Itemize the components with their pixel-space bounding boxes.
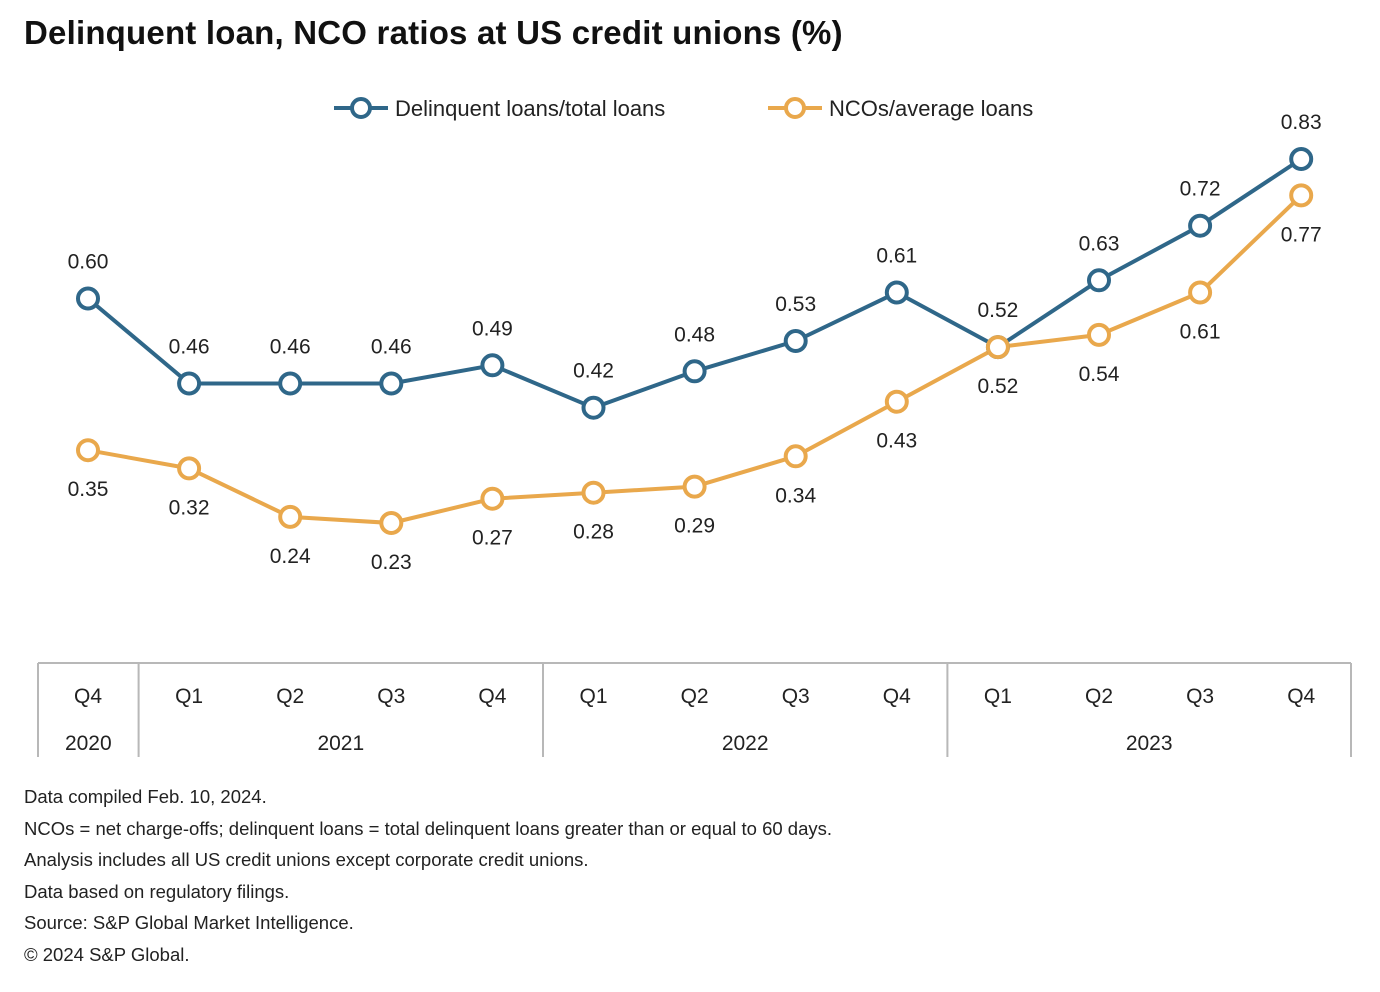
- point-delinquent-3: [379, 371, 404, 396]
- series-markers: [76, 147, 1314, 535]
- legend-marker-nco: [784, 97, 806, 119]
- point-nco-10: [1087, 322, 1111, 347]
- data-label-nco-4: 0.27: [472, 527, 513, 550]
- legend-label-delinquent: Delinquent loans/total loans: [395, 96, 665, 121]
- point-delinquent-1: [177, 371, 202, 396]
- point-nco-2: [278, 504, 303, 529]
- x-tick-label-12: Q4: [1287, 685, 1315, 708]
- x-year-label-2022: 2022: [722, 732, 769, 755]
- x-tick-label-8: Q4: [883, 685, 911, 708]
- x-tick-label-5: Q1: [579, 685, 607, 708]
- x-year-label-2021: 2021: [317, 732, 364, 755]
- point-delinquent-0: [76, 286, 100, 311]
- data-label-nco-1: 0.32: [169, 496, 210, 519]
- point-delinquent-10: [1087, 268, 1111, 293]
- note-data-basis: Data based on regulatory filings.: [24, 880, 290, 902]
- data-label-delinquent-4: 0.49: [472, 317, 513, 340]
- data-label-nco-2: 0.24: [270, 545, 311, 568]
- x-tick-label-6: Q2: [681, 685, 709, 708]
- legend-marker-delinquent: [350, 97, 372, 119]
- point-delinquent-7: [783, 329, 808, 353]
- x-axis: Q4 Q1 Q2 Q3 Q4 Q1 Q2 Q3 Q4 Q1 Q2 Q3 Q4 2020 2021 2022 20…: [37, 662, 1352, 757]
- chart-notes: Data compiled Feb. 10, 2024. NCOs = net …: [24, 784, 832, 974]
- point-nco-9: [985, 335, 1010, 360]
- x-tick-label-0: Q4: [74, 685, 102, 708]
- point-nco-12: [1289, 183, 1314, 208]
- data-label-delinquent-7: 0.53: [775, 293, 816, 316]
- series-layer: 0.60 0.46 0.46 0.46 0.49 0.42 0.48 0.53 0.61 0.52…: [68, 111, 1322, 574]
- note-copyright: © 2024 S&P Global.: [24, 943, 190, 965]
- data-label-nco-9: 0.52: [977, 375, 1018, 398]
- data-label-delinquent-2: 0.46: [270, 336, 311, 359]
- data-label-delinquent-1: 0.46: [169, 336, 210, 359]
- line-chart: Delinquent loans/total loans NCOs/averag…: [37, 96, 1352, 757]
- point-nco-5: [581, 480, 606, 505]
- point-nco-1: [177, 456, 202, 481]
- data-label-nco-12: 0.77: [1281, 223, 1322, 246]
- data-labels: 0.60 0.46 0.46 0.46 0.49 0.42 0.48 0.53 0.61 0.52…: [68, 111, 1322, 574]
- x-tick-label-9: Q1: [984, 685, 1012, 708]
- data-label-nco-11: 0.61: [1180, 321, 1221, 344]
- chart-title: Delinquent loan, NCO ratios at US credit…: [24, 14, 843, 51]
- data-label-nco-6: 0.29: [674, 515, 715, 538]
- data-label-delinquent-6: 0.48: [674, 323, 715, 346]
- point-delinquent-12: [1289, 147, 1314, 171]
- legend-item-nco: NCOs/average loans: [768, 96, 1033, 121]
- x-year-label-2020: 2020: [65, 732, 112, 755]
- x-tick-label-2: Q2: [276, 685, 304, 708]
- note-data-compiled: Data compiled Feb. 10, 2024.: [24, 786, 267, 807]
- x-tick-label-3: Q3: [377, 685, 405, 708]
- legend-item-delinquent: Delinquent loans/total loans: [334, 96, 665, 121]
- x-year-label-2023: 2023: [1126, 732, 1173, 755]
- note-analysis-scope: Analysis includes all US credit unions e…: [24, 849, 589, 871]
- point-nco-0: [76, 438, 100, 463]
- data-label-delinquent-3: 0.46: [371, 336, 412, 359]
- point-nco-6: [682, 474, 707, 499]
- data-label-nco-5: 0.28: [573, 521, 614, 544]
- data-label-nco-8: 0.43: [876, 430, 917, 453]
- x-tick-label-10: Q2: [1085, 685, 1113, 708]
- x-tick-label-7: Q3: [782, 685, 810, 708]
- point-delinquent-8: [884, 280, 909, 305]
- data-label-nco-10: 0.54: [1079, 363, 1120, 386]
- point-nco-8: [884, 389, 909, 414]
- x-tick-label-4: Q4: [478, 685, 506, 708]
- x-tick-label-1: Q1: [175, 685, 203, 708]
- data-label-nco-0: 0.35: [68, 478, 109, 501]
- note-nco-definition: NCOs = net charge-offs; delinquent loans…: [24, 817, 833, 839]
- data-label-delinquent-0: 0.60: [68, 251, 109, 274]
- legend-label-nco: NCOs/average loans: [829, 96, 1033, 121]
- data-label-delinquent-5: 0.42: [573, 360, 614, 383]
- data-label-delinquent-8: 0.61: [876, 245, 917, 268]
- data-label-nco-7: 0.34: [775, 484, 816, 507]
- data-label-delinquent-12: 0.83: [1281, 111, 1322, 134]
- data-label-nco-3: 0.23: [371, 551, 412, 574]
- point-nco-3: [379, 511, 404, 535]
- point-delinquent-6: [682, 359, 707, 384]
- point-delinquent-4: [480, 353, 505, 378]
- data-label-delinquent-11: 0.72: [1180, 178, 1221, 201]
- point-nco-11: [1188, 280, 1213, 305]
- legend: Delinquent loans/total loans NCOs/averag…: [334, 96, 1033, 121]
- point-delinquent-5: [581, 395, 606, 420]
- x-tick-label-11: Q3: [1186, 685, 1214, 708]
- note-source: Source: S&P Global Market Intelligence.: [24, 912, 354, 934]
- data-label-delinquent-9: 0.52: [977, 299, 1018, 322]
- point-delinquent-2: [278, 371, 303, 396]
- point-nco-7: [783, 444, 808, 469]
- point-nco-4: [480, 486, 505, 511]
- data-label-delinquent-10: 0.63: [1079, 232, 1120, 255]
- point-delinquent-11: [1188, 213, 1213, 238]
